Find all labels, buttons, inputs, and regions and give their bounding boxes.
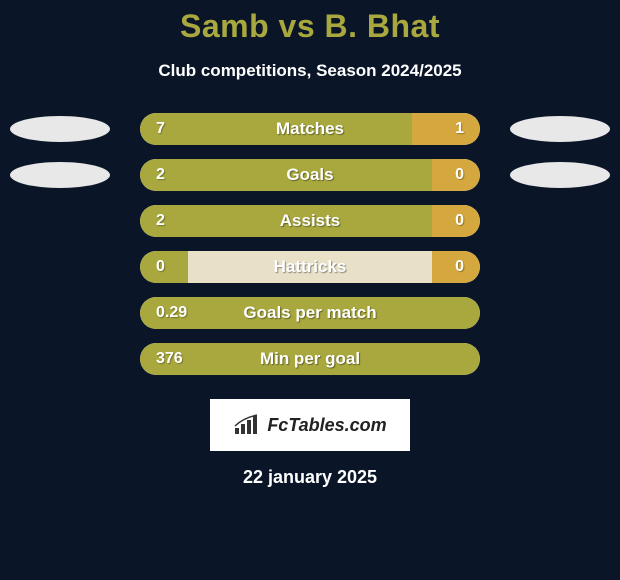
stat-row: 7 1 Matches [0, 113, 620, 145]
subtitle: Club competitions, Season 2024/2025 [0, 61, 620, 81]
stat-value-left: 7 [156, 120, 165, 138]
stat-label: Min per goal [260, 349, 360, 369]
player-badge-left [10, 162, 110, 188]
stat-label: Goals per match [243, 303, 376, 323]
player-badge-left [10, 116, 110, 142]
page-title: Samb vs B. Bhat [0, 8, 620, 45]
stat-value-left: 0 [156, 258, 165, 276]
stat-bar: 2 0 Goals [140, 159, 480, 191]
stat-value-left: 2 [156, 212, 165, 230]
date-label: 22 january 2025 [0, 467, 620, 488]
stat-label: Hattricks [274, 257, 347, 277]
stat-value-right: 0 [455, 212, 464, 230]
stat-bar: 2 0 Assists [140, 205, 480, 237]
chart-icon [233, 414, 261, 436]
stat-value-right: 0 [455, 258, 464, 276]
stat-row: 0.29 Goals per match [0, 297, 620, 329]
stats-area: 7 1 Matches 2 0 Goals 2 0 Assists 0 0 Hattricks 0.29… [0, 113, 620, 375]
stat-value-right: 1 [455, 120, 464, 138]
player-badge-right [510, 116, 610, 142]
stat-row: 2 0 Goals [0, 159, 620, 191]
stat-value-left: 376 [156, 350, 183, 368]
stat-value-right: 0 [455, 166, 464, 184]
stat-bar: 0.29 Goals per match [140, 297, 480, 329]
stat-row: 0 0 Hattricks [0, 251, 620, 283]
logo-text: FcTables.com [267, 415, 386, 436]
stat-bar: 7 1 Matches [140, 113, 480, 145]
stat-value-left: 0.29 [156, 304, 187, 322]
stat-row: 376 Min per goal [0, 343, 620, 375]
stat-bar: 376 Min per goal [140, 343, 480, 375]
bar-segment-right [412, 113, 480, 145]
stat-row: 2 0 Assists [0, 205, 620, 237]
stat-label: Assists [280, 211, 340, 231]
stat-bar: 0 0 Hattricks [140, 251, 480, 283]
comparison-widget: Samb vs B. Bhat Club competitions, Seaso… [0, 0, 620, 580]
stat-value-left: 2 [156, 166, 165, 184]
stat-label: Goals [286, 165, 333, 185]
stat-label: Matches [276, 119, 344, 139]
source-logo-badge: FcTables.com [210, 399, 410, 451]
player-badge-right [510, 162, 610, 188]
